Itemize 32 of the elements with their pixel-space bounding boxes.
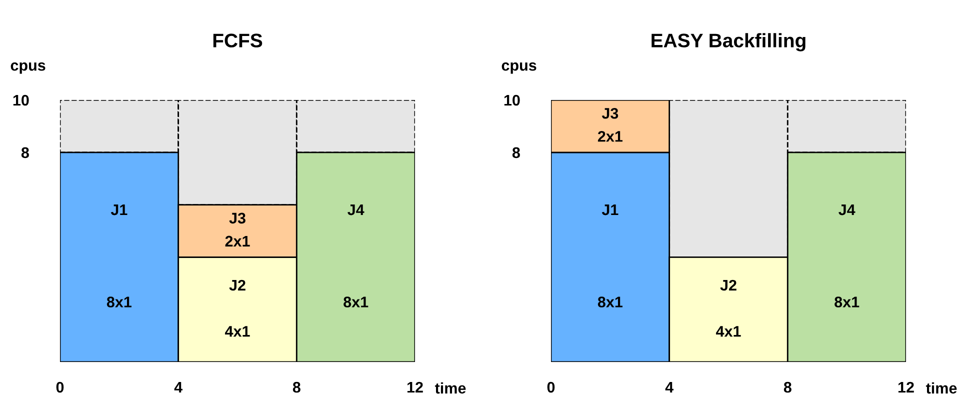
x-tick-label: 0 [547,382,555,393]
x-axis-title: time [926,382,957,394]
series-label: J4 [838,204,856,216]
y-axis-title: cpus [10,62,46,74]
x-tick-label: 0 [56,382,64,393]
data-label: 2x1 [598,131,622,142]
series-label: J4 [348,204,364,216]
x-tick-label: 4 [174,382,182,393]
series-label: J2 [720,280,736,291]
data-label: 8x1 [834,296,860,308]
x-tick-label: 8 [292,382,300,393]
x-tick-label: 8 [784,382,792,393]
series-label: J2 [229,280,246,291]
y-tick-label: 10 [13,94,29,106]
x-tick-label: 12 [407,382,423,393]
data-label: 4x1 [716,326,741,337]
data-label: 8x1 [598,296,622,308]
data-label: 8x1 [344,296,368,308]
data-label: 2x1 [225,236,250,246]
x-tick-label: 12 [898,382,914,393]
series-label: J1 [602,204,618,216]
x-axis-title: time [434,382,466,394]
chart-title: FCFS [213,34,262,48]
data-label: 8x1 [106,296,132,308]
x-tick-label: 4 [665,382,674,393]
y-tick-label: 10 [504,94,520,106]
data-label: 4x1 [224,326,250,337]
series-label: J3 [229,212,246,224]
series-label: J1 [110,204,128,216]
series-label: J3 [602,108,618,119]
chart-title: EASY Backfilling [652,33,806,52]
y-axis-title: cpus [502,62,536,74]
